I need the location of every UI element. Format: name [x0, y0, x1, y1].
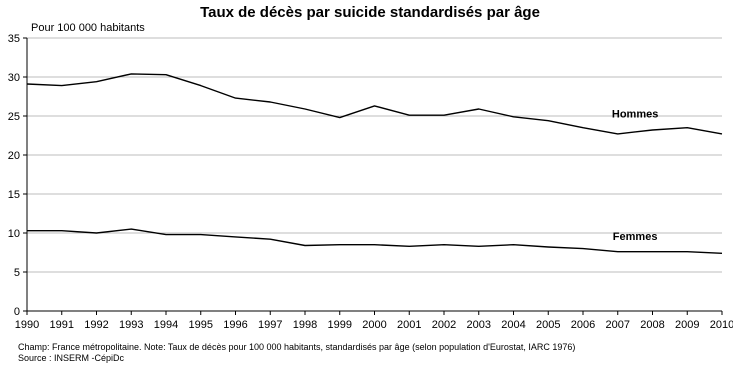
x-tick-label-2000: 2000 — [362, 319, 386, 331]
x-tick-label-1998: 1998 — [293, 319, 317, 331]
x-tick-label-2004: 2004 — [501, 319, 525, 331]
x-tick-label-2002: 2002 — [432, 319, 456, 331]
y-tick-label-5: 5 — [14, 267, 20, 279]
gridlines — [27, 37, 722, 273]
x-tick-label-1990: 1990 — [15, 319, 39, 331]
y-tick-label-35: 35 — [8, 33, 20, 45]
x-tick-label-2007: 2007 — [606, 319, 630, 331]
y-axis-ticks: 0 5 10 15 20 25 30 35 — [8, 33, 27, 318]
y-tick-label-0: 0 — [14, 306, 20, 318]
x-tick-label-1993: 1993 — [119, 319, 143, 331]
x-tick-label-2001: 2001 — [397, 319, 421, 331]
x-tick-label-2008: 2008 — [640, 319, 664, 331]
x-tick-label-1996: 1996 — [223, 319, 247, 331]
x-tick-label-1995: 1995 — [189, 319, 213, 331]
series-line-femmes — [27, 228, 723, 254]
x-tick-label-2010: 2010 — [710, 319, 733, 331]
y-tick-label-15: 15 — [8, 189, 20, 201]
x-tick-label-2006: 2006 — [571, 319, 595, 331]
series-label-femmes: Femmes — [613, 231, 658, 243]
axes — [26, 38, 722, 312]
footnote-source: Source : INSERM -CépiDc — [18, 353, 125, 363]
x-tick-label-1994: 1994 — [154, 319, 178, 331]
y-tick-label-20: 20 — [8, 150, 20, 162]
x-tick-label-2003: 2003 — [467, 319, 491, 331]
y-tick-label-10: 10 — [8, 228, 20, 240]
series-line-hommes — [26, 73, 723, 135]
x-tick-label-1999: 1999 — [328, 319, 352, 331]
x-tick-label-1992: 1992 — [84, 319, 108, 331]
footnote-champ: Champ: France métropolitaine. Note: Taux… — [18, 342, 575, 352]
x-axis-ticks: 1990 1991 1992 1993 1994 1995 1996 1997 1998 1999… — [15, 311, 733, 331]
x-tick-label-1991: 1991 — [50, 319, 74, 331]
y-tick-label-30: 30 — [8, 72, 20, 84]
x-tick-label-2005: 2005 — [536, 319, 560, 331]
series-label-hommes: Hommes — [612, 109, 658, 121]
x-tick-label-2009: 2009 — [675, 319, 699, 331]
series-lines: Hommes Femmes — [26, 73, 723, 254]
y-tick-label-25: 25 — [8, 111, 20, 123]
unit-label: Pour 100 000 habitants — [31, 22, 145, 34]
x-tick-label-1997: 1997 — [258, 319, 282, 331]
chart-title: Taux de décès par suicide standardisés p… — [200, 4, 540, 21]
